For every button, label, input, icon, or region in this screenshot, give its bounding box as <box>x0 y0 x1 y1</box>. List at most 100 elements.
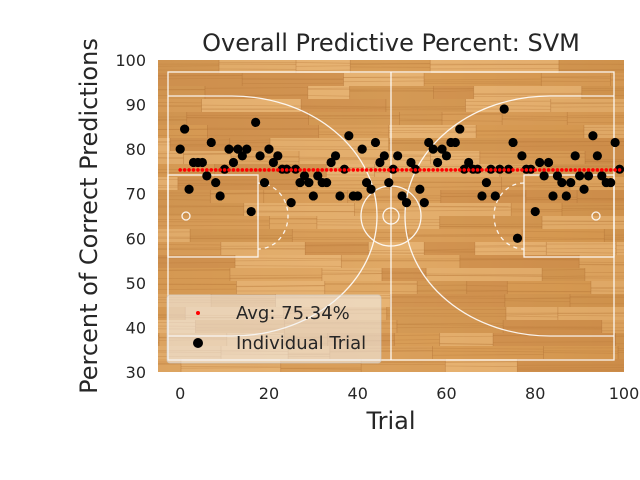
wood-grain <box>579 261 624 264</box>
average-point <box>449 168 453 172</box>
average-point <box>205 168 209 172</box>
floor-plank <box>158 268 230 281</box>
average-point <box>591 168 595 172</box>
wood-grain <box>235 259 342 262</box>
trial-point <box>535 157 545 168</box>
average-point <box>471 168 475 172</box>
average-point <box>613 168 617 172</box>
average-point <box>604 168 609 172</box>
wood-grain <box>546 251 617 254</box>
floor-plank <box>158 99 202 112</box>
floor-plank <box>546 242 617 255</box>
trial-point <box>273 151 283 161</box>
average-point <box>524 168 529 172</box>
floor-plank <box>459 255 580 268</box>
trial-point <box>308 191 318 201</box>
wood-grain <box>158 157 184 160</box>
trial-point <box>268 157 278 168</box>
average-point <box>253 168 258 172</box>
wood-grain <box>604 239 624 241</box>
wood-grain <box>424 250 475 252</box>
floor-plank <box>158 60 220 73</box>
wood-grain <box>181 365 281 367</box>
trial-point <box>304 177 314 188</box>
wood-grain <box>476 130 584 133</box>
wood-grain <box>390 297 505 299</box>
wood-grain <box>407 233 523 236</box>
wood-grain <box>465 104 551 107</box>
wood-grain <box>354 211 406 214</box>
trial-point <box>175 144 185 154</box>
trial-point <box>246 206 256 217</box>
average-point <box>546 168 551 172</box>
wood-grain <box>417 289 467 291</box>
average-point <box>244 168 249 172</box>
floor-plank <box>243 203 355 216</box>
wood-grain <box>321 269 382 272</box>
trial-point <box>326 157 336 168</box>
floor-plank <box>474 242 547 255</box>
average-point <box>395 168 400 172</box>
wood-grain <box>540 165 624 167</box>
wood-grain <box>229 139 271 142</box>
trial-point <box>370 137 381 148</box>
floor-plank <box>465 99 551 112</box>
wood-grain <box>343 77 425 79</box>
wood-grain <box>424 82 542 85</box>
wood-grain <box>505 315 558 318</box>
trial-point <box>583 171 594 181</box>
wood-grain <box>158 105 202 108</box>
wood-grain <box>158 362 182 364</box>
floor-plank <box>442 112 503 125</box>
floor-plank <box>432 346 544 359</box>
average-point <box>280 168 285 172</box>
average-point <box>391 168 396 172</box>
average-point <box>289 168 293 172</box>
floor-plank <box>158 73 243 86</box>
floor-plank <box>541 73 611 86</box>
wood-grain <box>316 221 440 223</box>
wood-grain <box>270 139 389 142</box>
trial-point <box>464 157 474 168</box>
wood-grain <box>158 118 187 120</box>
average-point <box>608 168 613 172</box>
wood-grain <box>263 192 348 194</box>
wood-grain <box>396 326 504 329</box>
trial-point <box>415 184 425 194</box>
wood-grain <box>542 269 585 271</box>
wood-grain <box>459 258 580 261</box>
wood-grain <box>583 129 624 132</box>
wood-grain <box>158 269 230 271</box>
floor-plank <box>263 190 348 203</box>
floor-plank <box>505 307 558 320</box>
x-tick-label: 60 <box>436 384 456 403</box>
average-point <box>582 168 586 172</box>
average-point <box>617 168 622 172</box>
floor-plank <box>476 125 584 138</box>
average-point <box>568 168 573 172</box>
wood-grain <box>466 285 508 287</box>
right-paint <box>523 174 615 258</box>
floor-plank <box>439 216 543 229</box>
average-point <box>573 168 577 172</box>
wood-grain <box>301 106 386 108</box>
trial-point <box>512 233 523 243</box>
wood-grain <box>301 105 386 108</box>
right-hoop <box>591 211 601 221</box>
wood-grain <box>474 246 547 248</box>
wood-grain <box>158 75 243 77</box>
wood-grain <box>581 87 624 90</box>
wood-grain <box>385 107 466 109</box>
trial-point <box>393 151 403 161</box>
trial-point <box>552 171 563 181</box>
floor-plank <box>503 320 602 333</box>
floor-plank <box>381 268 427 281</box>
floor-plank <box>207 125 319 138</box>
average-point <box>537 168 542 172</box>
trial-point <box>344 131 354 141</box>
wood-grain <box>380 155 431 158</box>
wood-grain <box>186 117 309 119</box>
average-point <box>347 168 351 172</box>
average-point <box>560 168 564 172</box>
wood-grain <box>399 118 443 121</box>
